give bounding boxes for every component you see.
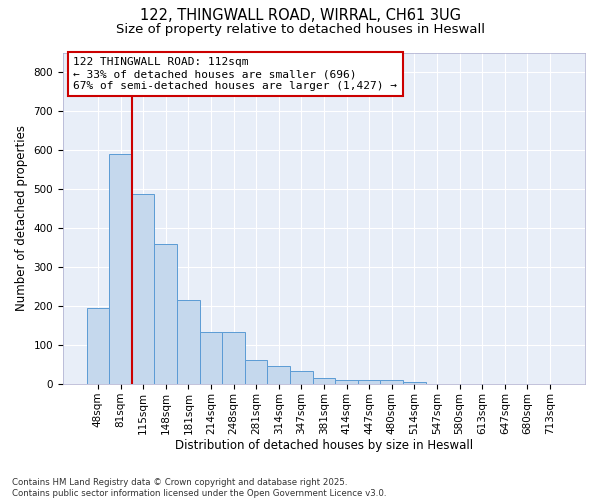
Bar — [335, 380, 358, 384]
Text: 122, THINGWALL ROAD, WIRRAL, CH61 3UG: 122, THINGWALL ROAD, WIRRAL, CH61 3UG — [139, 8, 461, 22]
Text: Contains HM Land Registry data © Crown copyright and database right 2025.
Contai: Contains HM Land Registry data © Crown c… — [12, 478, 386, 498]
Text: Size of property relative to detached houses in Heswall: Size of property relative to detached ho… — [115, 22, 485, 36]
Bar — [200, 332, 222, 384]
X-axis label: Distribution of detached houses by size in Heswall: Distribution of detached houses by size … — [175, 440, 473, 452]
Bar — [86, 308, 109, 384]
Bar — [380, 380, 403, 384]
Bar — [245, 360, 268, 384]
Bar — [290, 372, 313, 384]
Bar — [132, 194, 154, 384]
Bar — [177, 300, 200, 384]
Y-axis label: Number of detached properties: Number of detached properties — [15, 126, 28, 312]
Bar — [109, 154, 132, 384]
Bar — [313, 378, 335, 384]
Text: 122 THINGWALL ROAD: 112sqm
← 33% of detached houses are smaller (696)
67% of sem: 122 THINGWALL ROAD: 112sqm ← 33% of deta… — [73, 58, 397, 90]
Bar — [268, 366, 290, 384]
Bar — [403, 382, 425, 384]
Bar — [154, 244, 177, 384]
Bar — [222, 332, 245, 384]
Bar — [358, 380, 380, 384]
